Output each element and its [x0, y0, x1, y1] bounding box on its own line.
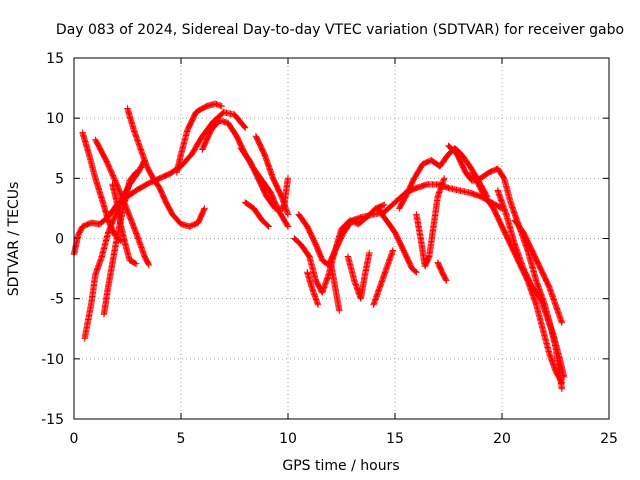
x-tick-label: 0	[70, 431, 79, 447]
series-track-24	[468, 169, 566, 387]
series-track-17	[344, 249, 373, 302]
data-point-marker	[370, 247, 397, 308]
data-point-marker	[494, 187, 568, 381]
series-track-15	[304, 269, 322, 308]
y-tick-label: 15	[46, 51, 64, 67]
y-tick-label: 5	[55, 171, 64, 187]
data-point-marker	[304, 269, 322, 308]
y-tick-label: 0	[55, 232, 64, 248]
data-point-marker	[468, 169, 566, 387]
data-point-marker	[445, 142, 566, 393]
y-axis-title: SDTVAR / TECUs	[6, 182, 22, 297]
series-track-7	[109, 181, 140, 267]
plot-frame	[73, 57, 610, 420]
series-track-25	[494, 187, 568, 381]
x-tick-label: 25	[600, 431, 618, 447]
series-track-9	[199, 117, 292, 230]
series-track-22	[434, 259, 450, 284]
data-point-marker	[242, 199, 272, 230]
series-track-11	[252, 133, 292, 218]
series-track-16	[327, 259, 343, 314]
data-point-marker	[511, 217, 566, 326]
y-tick-label: -15	[41, 412, 64, 428]
data-point-marker	[374, 205, 420, 276]
series-track-2	[79, 129, 125, 245]
x-axis-title: GPS time / hours	[282, 458, 399, 474]
data-point-marker	[413, 175, 448, 270]
x-tick-label: 10	[279, 431, 297, 447]
chart-title: Day 083 of 2024, Sidereal Day-to-day VTE…	[56, 22, 624, 38]
data-point-marker	[434, 259, 450, 284]
data-point-marker	[344, 249, 373, 302]
y-tick-label: -10	[41, 352, 64, 368]
data-point-marker	[124, 105, 208, 230]
series-track-18	[370, 247, 397, 308]
series-track-26	[511, 217, 566, 326]
y-tick-label: 10	[46, 111, 64, 127]
data-point-marker	[295, 201, 388, 269]
axis-ticks: 0 5 10 15 20 25 -15 -10 -5 0 5 10 15	[41, 51, 618, 447]
x-tick-label: 15	[386, 431, 404, 447]
series-track-14	[295, 201, 388, 269]
series-track-21	[413, 175, 448, 270]
series-track-19	[374, 205, 420, 276]
series-track-12	[242, 199, 272, 230]
series-track-23	[445, 142, 566, 393]
series-track-8	[173, 100, 225, 176]
series-track-4	[92, 136, 153, 269]
data-point-marker	[252, 133, 292, 218]
series-track-6	[124, 105, 208, 230]
data-point-marker	[109, 181, 140, 267]
data-point-marker	[92, 136, 153, 269]
x-tick-label: 5	[177, 431, 186, 447]
data-point-marker	[173, 100, 225, 176]
data-point-marker	[79, 129, 125, 245]
x-tick-label: 20	[493, 431, 511, 447]
data-point-marker	[327, 259, 343, 314]
data-point-marker	[199, 117, 292, 230]
plot-area	[70, 100, 568, 393]
y-tick-label: -5	[50, 292, 64, 308]
